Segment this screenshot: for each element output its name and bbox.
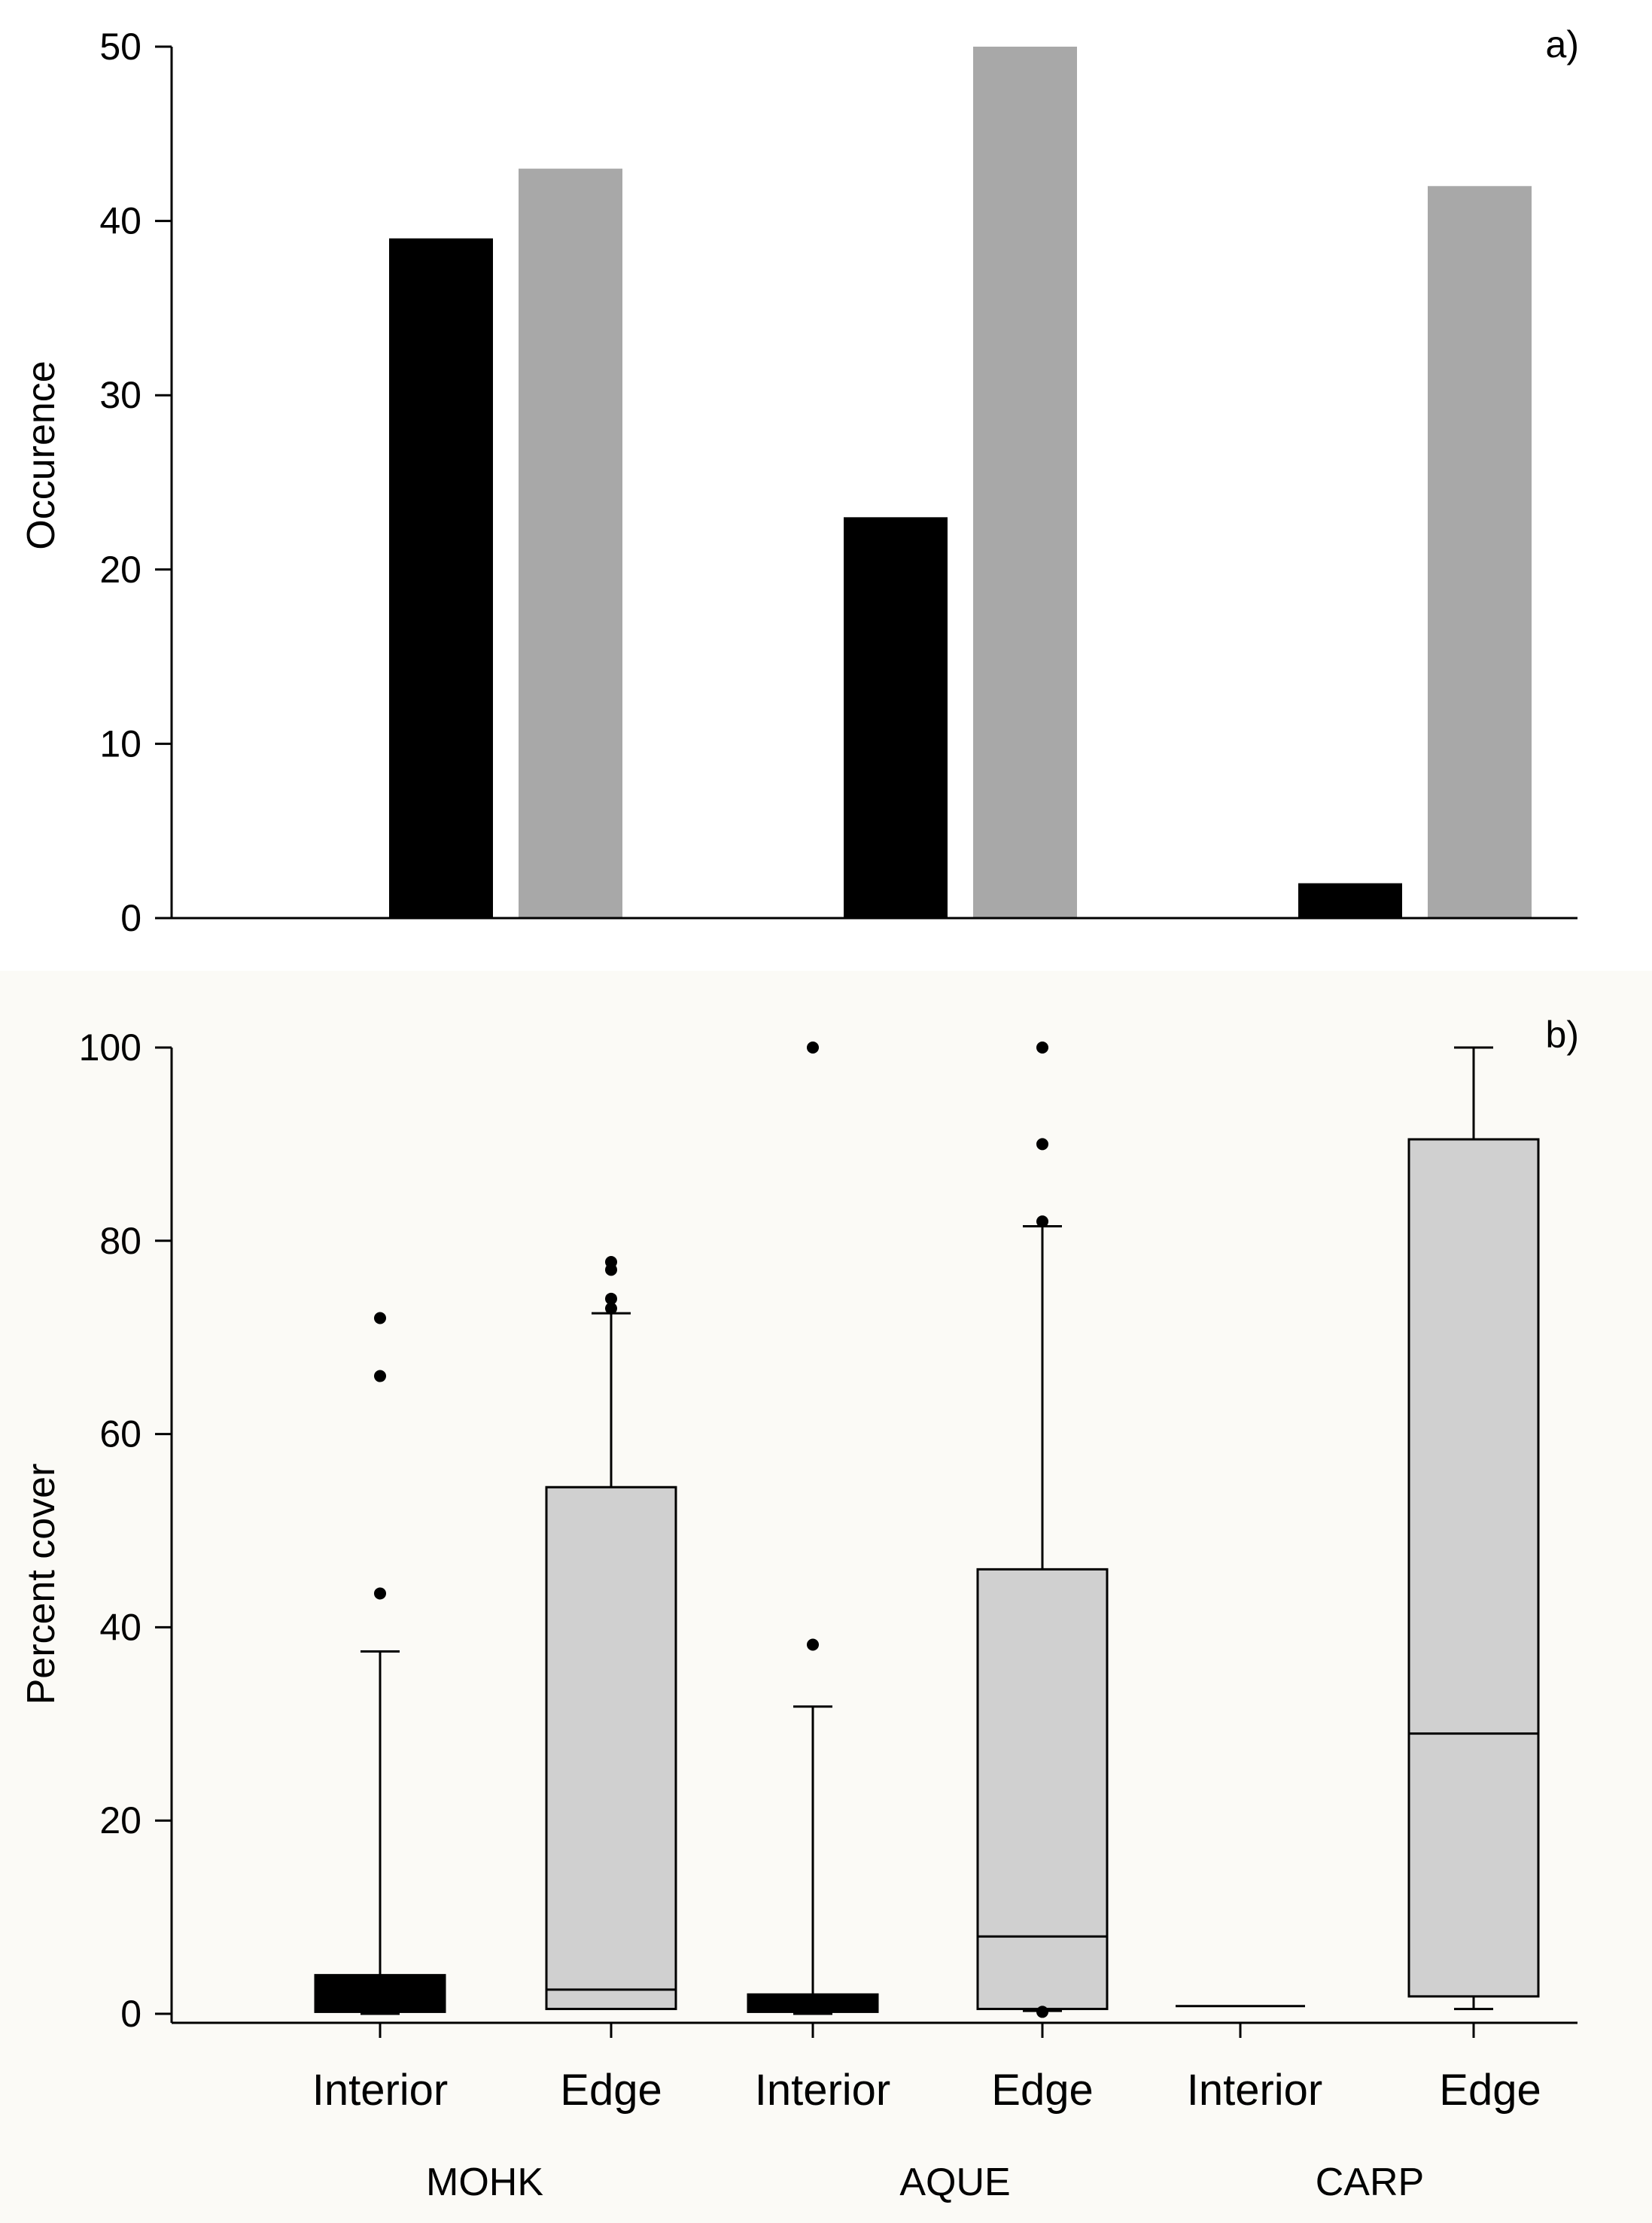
group-label-aque: AQUE: [899, 2161, 1010, 2204]
category-label-carp-interior: Interior: [1187, 2066, 1323, 2115]
panel-a-y-tick-label: 50: [99, 26, 141, 68]
panel-a-y-tick-label: 40: [99, 200, 141, 242]
panel-a-bar-chart: Occurence a) 0 10 20 30 40 50: [20, 23, 1579, 939]
panel-b-y-tick-label: 20: [99, 1799, 141, 1841]
panel-b-background: [0, 971, 1652, 2223]
panel-a-y-tick-label: 20: [99, 549, 141, 591]
outlier-point: [374, 1370, 386, 1382]
panel-b-label: b): [1546, 1014, 1579, 1056]
panel-b-y-tick-label: 100: [79, 1026, 141, 1069]
panel-a-y-tick-label: 0: [120, 897, 141, 939]
category-label-carp-edge: Edge: [1439, 2066, 1541, 2115]
outlier-point: [605, 1256, 617, 1269]
outlier-point: [807, 1042, 819, 1054]
panel-a-label: a): [1546, 23, 1579, 65]
panel-b-y-tick-label: 80: [99, 1220, 141, 1262]
panel-a-y-tick-label: 30: [99, 374, 141, 416]
outlier-point: [1036, 1138, 1048, 1151]
iqr-box: [1407, 1138, 1540, 1998]
outlier-point: [1036, 1042, 1048, 1054]
panel-a-y-axis-title: Occurence: [20, 360, 63, 549]
iqr-box: [314, 1974, 446, 2013]
box-mohk-interior: [314, 1312, 446, 2015]
category-label-aque-edge: Edge: [991, 2066, 1093, 2115]
outlier-point: [605, 1302, 617, 1315]
panel-b-y-axis-title: Percent cover: [20, 1464, 63, 1705]
group-label-carp: CARP: [1316, 2161, 1424, 2204]
category-label-mohk-edge: Edge: [560, 2066, 662, 2115]
panel-b-y-tick-label: 0: [120, 1993, 141, 2035]
panel-b-box-plot: Percent cover b) 0 20 40 60 80 100 Interior E…: [20, 1014, 1579, 2204]
bar-mohk-edge: [519, 169, 622, 918]
panel-a-y-tick-label: 10: [99, 722, 141, 765]
outlier-point: [605, 1292, 617, 1305]
box-aque-interior: [747, 1042, 879, 2015]
box-aque-edge: [976, 1042, 1109, 2018]
iqr-box: [976, 1568, 1109, 2011]
panel-b-y-tick-label: 40: [99, 1606, 141, 1648]
panel-b-y-tick-label: 60: [99, 1413, 141, 1455]
box-mohk-edge: [545, 1256, 677, 2011]
bar-mohk-interior: [389, 238, 493, 918]
outlier-point: [807, 1638, 819, 1651]
bar-aque-edge: [973, 47, 1077, 918]
group-label-mohk: MOHK: [426, 2161, 543, 2204]
outlier-point: [374, 1587, 386, 1600]
category-label-aque-interior: Interior: [755, 2066, 891, 2115]
outlier-point: [1036, 2006, 1048, 2018]
box-carp-edge: [1407, 1046, 1540, 2011]
bar-carp-edge: [1428, 186, 1532, 918]
iqr-box: [545, 1486, 677, 2011]
category-label-mohk-interior: Interior: [312, 2066, 449, 2115]
iqr-box: [747, 1993, 879, 2013]
outlier-point: [1036, 1215, 1048, 1228]
bar-aque-interior: [844, 517, 948, 918]
bar-carp-interior: [1298, 883, 1402, 918]
outlier-point: [374, 1312, 386, 1324]
